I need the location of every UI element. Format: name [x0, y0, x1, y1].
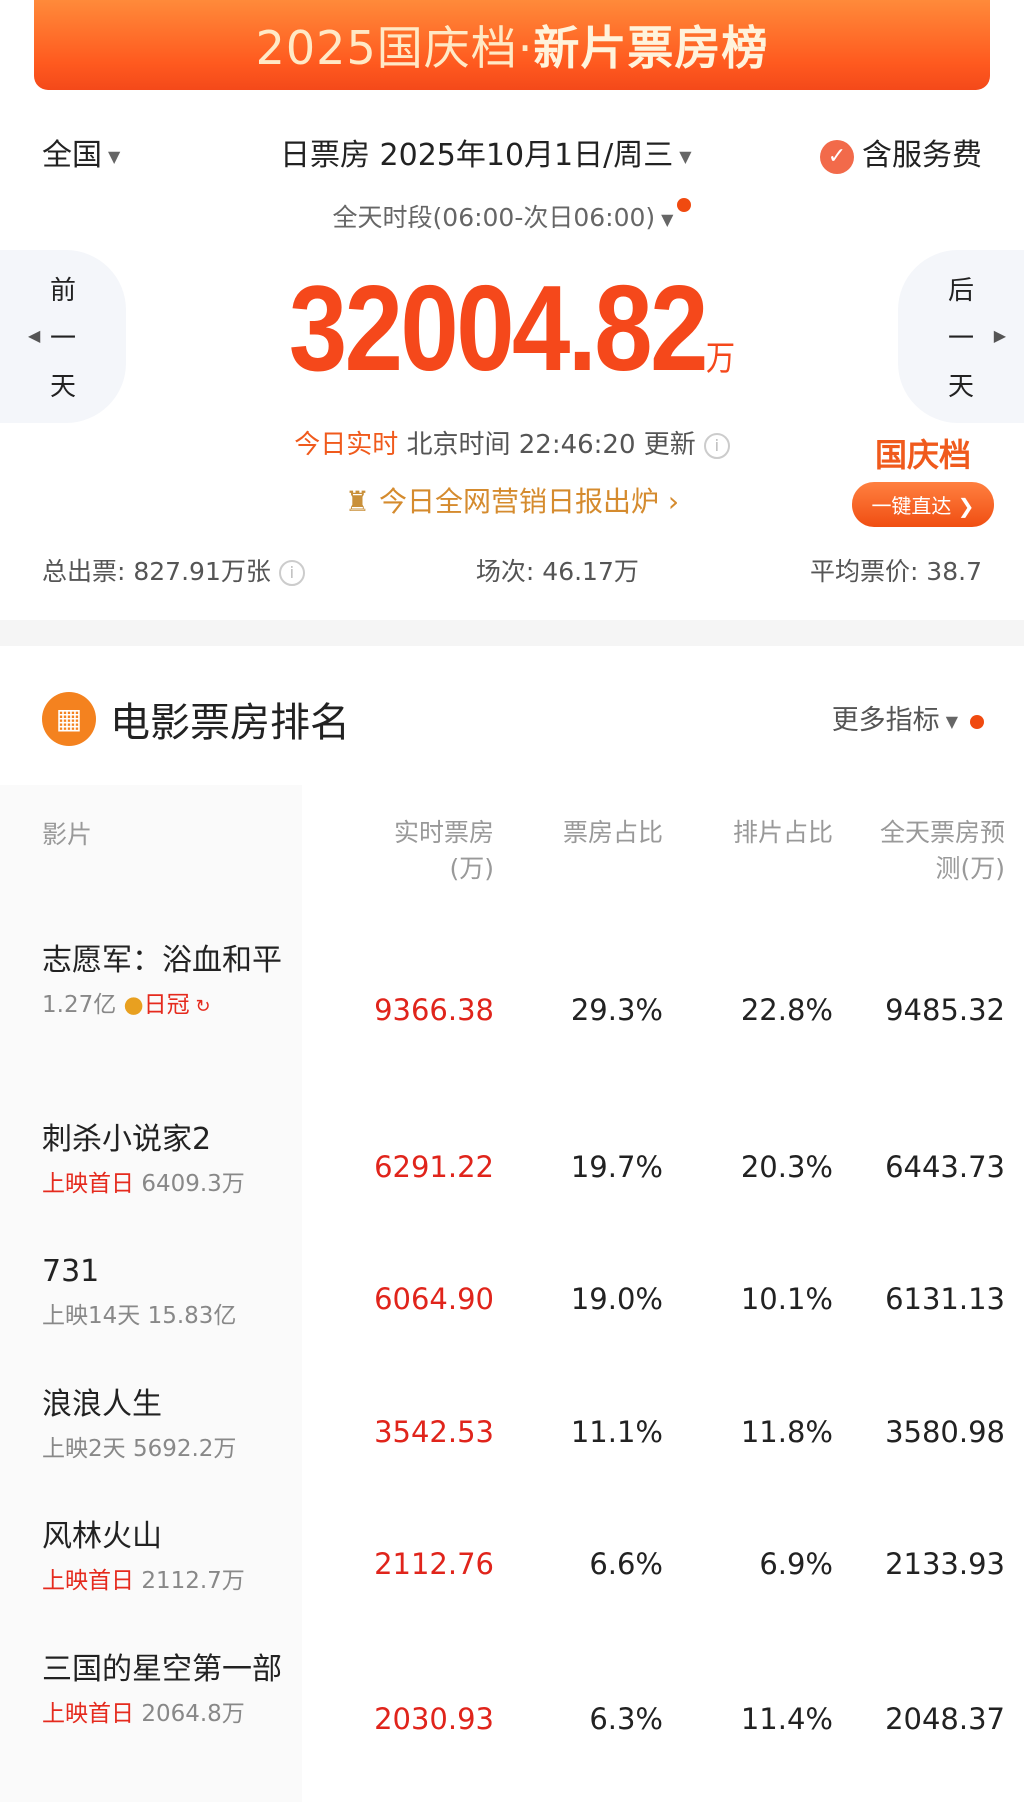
caret-down-icon: ▼: [679, 147, 692, 166]
screening-share: 11.4%: [740, 1702, 833, 1736]
film-name[interactable]: 浪浪人生 上映2天 5692.2万: [42, 1385, 292, 1469]
update-info: 今日实时 北京时间 22:46:20 更新 i: [0, 424, 1024, 461]
total-box-office: 32004.82万: [288, 260, 736, 396]
caret-down-icon: ▼: [945, 712, 958, 731]
box-office-share: 29.3%: [570, 993, 663, 1027]
info-icon[interactable]: i: [278, 560, 305, 586]
medal-icon: ●: [123, 992, 144, 1018]
filter-row: 全国 ▼ 日票房 2025年10月1日/周三 ▼ ✓ 含服务费: [0, 130, 1024, 176]
forecast: 2133.93: [885, 1547, 1005, 1581]
realtime-box-office: 2112.76: [374, 1547, 494, 1581]
go-button[interactable]: 一键直达 ❯: [852, 482, 994, 527]
film-name[interactable]: 刺杀小说家2 上映首日 6409.3万: [42, 1120, 292, 1204]
film-sub: 上映首日 2112.7万: [42, 1568, 245, 1594]
divider: [0, 620, 1024, 646]
box-office-share: 11.1%: [570, 1415, 663, 1449]
realtime-box-office: 6291.22: [374, 1150, 494, 1184]
screening-share: 11.8%: [740, 1415, 833, 1449]
cinema-icon: ▦: [42, 692, 96, 746]
film-sub: 上映首日 6409.3万: [42, 1171, 245, 1197]
arrow-left-icon: ◀: [28, 326, 41, 345]
prev-day-button[interactable]: ◀ 前一天: [0, 250, 126, 423]
section-title: ▦ 电影票房排名: [42, 690, 350, 748]
region-select[interactable]: 全国 ▼: [42, 138, 121, 173]
screening-share: 10.1%: [740, 1282, 833, 1316]
box-office-share: 6.6%: [589, 1547, 663, 1581]
header-share[interactable]: 票房占比: [562, 818, 663, 847]
national-day-promo[interactable]: 国庆档 一键直达 ❯: [852, 430, 994, 527]
film-sub: 上映首日 2064.8万: [42, 1701, 245, 1727]
realtime-box-office: 3542.53: [374, 1415, 494, 1449]
realtime-box-office: 9366.38: [374, 993, 494, 1027]
film-column-bg: [0, 785, 302, 1802]
realtime-box-office: 2030.93: [374, 1702, 494, 1736]
header-forecast[interactable]: 全天票房预 测(万): [879, 818, 1005, 883]
header-realtime[interactable]: 实时票房 (万): [393, 818, 494, 883]
film-sub: 上映2天 5692.2万: [42, 1436, 237, 1462]
info-icon[interactable]: i: [703, 432, 730, 459]
film-sub: 1.27亿 ●日冠 ↻: [42, 992, 211, 1018]
screening-share: 20.3%: [740, 1150, 833, 1184]
caret-down-icon: ▼: [108, 147, 121, 166]
box-office-share: 19.0%: [570, 1282, 663, 1316]
check-icon: ✓: [820, 139, 854, 174]
film-name[interactable]: 三国的星空第一部 上映首日 2064.8万: [42, 1650, 304, 1734]
box-office-share: 19.7%: [570, 1150, 663, 1184]
film-name[interactable]: 志愿军：浴血和平 1.27亿 ●日冠 ↻: [42, 941, 304, 1027]
screening-share: 22.8%: [740, 993, 833, 1027]
arrow-right-icon: ▶: [993, 326, 1006, 345]
arrow-icon: ↻: [189, 996, 211, 1017]
box-office-share: 6.3%: [589, 1702, 663, 1736]
more-metrics-button[interactable]: 更多指标 ▼: [832, 698, 984, 737]
film-name[interactable]: 731 上映14天 15.83亿: [42, 1252, 292, 1336]
service-fee-toggle[interactable]: ✓ 含服务费: [820, 130, 982, 174]
notification-dot: [970, 714, 984, 729]
film-name[interactable]: 风林火山 上映首日 2112.7万: [42, 1517, 292, 1601]
header-film: 影片: [42, 820, 93, 849]
forecast: 6443.73: [885, 1150, 1005, 1184]
realtime-box-office: 6064.90: [374, 1282, 494, 1316]
trophy-icon: ♜: [344, 485, 371, 518]
next-day-button[interactable]: ▶ 后一天: [898, 250, 1024, 423]
forecast: 9485.32: [885, 993, 1005, 1027]
banner[interactable]: 2025国庆档· 新片票房榜: [34, 0, 990, 90]
marketing-report-link[interactable]: ♜ 今日全网营销日报出炉 ›: [344, 485, 680, 518]
header-screening[interactable]: 排片占比: [732, 818, 833, 847]
forecast: 3580.98: [885, 1415, 1005, 1449]
forecast: 2048.37: [885, 1702, 1005, 1736]
screening-share: 6.9%: [759, 1547, 833, 1581]
time-range-select[interactable]: 全天时段(06:00-次日06:00) ▼: [0, 198, 1024, 234]
forecast: 6131.13: [885, 1282, 1005, 1316]
caret-down-icon: ▼: [661, 209, 674, 229]
notification-dot: [677, 198, 692, 212]
stats-row: 总出票: 827.91万张 i 场次: 46.17万 平均票价: 38.7: [42, 557, 982, 586]
film-sub: 上映14天 15.83亿: [42, 1303, 237, 1329]
date-select[interactable]: 日票房 2025年10月1日/周三 ▼: [280, 138, 692, 173]
